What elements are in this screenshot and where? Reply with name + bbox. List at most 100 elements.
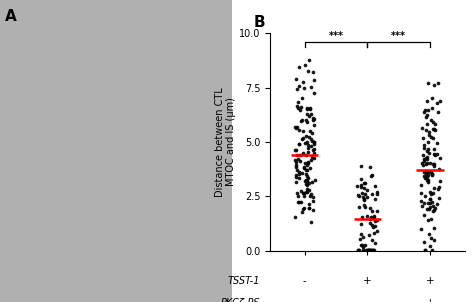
Point bbox=[370, 247, 378, 252]
Point bbox=[366, 220, 374, 225]
Point bbox=[309, 118, 317, 123]
Point bbox=[304, 69, 312, 73]
Point bbox=[428, 172, 436, 177]
Point bbox=[307, 105, 314, 110]
Point bbox=[430, 226, 438, 230]
Point bbox=[423, 160, 431, 165]
Point bbox=[433, 141, 441, 146]
Point bbox=[301, 140, 309, 145]
Point bbox=[355, 192, 362, 197]
Point bbox=[372, 223, 379, 228]
Point bbox=[309, 116, 316, 120]
Point bbox=[430, 185, 438, 190]
Point bbox=[422, 128, 429, 133]
Point bbox=[301, 63, 309, 68]
Point bbox=[428, 247, 436, 252]
Point bbox=[301, 178, 309, 183]
Point bbox=[355, 194, 363, 199]
Point bbox=[424, 201, 431, 206]
Point bbox=[430, 237, 438, 242]
Point bbox=[367, 247, 374, 252]
Point bbox=[293, 191, 301, 196]
Text: -: - bbox=[365, 298, 369, 302]
Point bbox=[420, 169, 428, 174]
Point bbox=[423, 149, 430, 154]
Point bbox=[309, 208, 317, 213]
Point bbox=[303, 120, 310, 124]
Point bbox=[373, 217, 381, 222]
Point bbox=[306, 129, 313, 133]
Text: -: - bbox=[303, 298, 307, 302]
Point bbox=[359, 234, 366, 239]
Text: +: + bbox=[426, 298, 434, 302]
Text: B: B bbox=[254, 15, 265, 30]
Point bbox=[356, 205, 363, 210]
Point bbox=[417, 199, 425, 204]
Text: -: - bbox=[303, 276, 307, 286]
Point bbox=[369, 247, 376, 252]
Point bbox=[419, 153, 427, 157]
Point bbox=[363, 195, 370, 200]
Point bbox=[297, 118, 304, 123]
Point bbox=[425, 231, 433, 236]
Point bbox=[310, 139, 318, 144]
Point bbox=[419, 160, 426, 165]
Point bbox=[363, 214, 371, 218]
Point bbox=[370, 225, 377, 230]
Point bbox=[295, 128, 303, 133]
Point bbox=[360, 197, 368, 202]
Point bbox=[421, 108, 428, 113]
Point bbox=[417, 183, 424, 188]
Point bbox=[365, 233, 373, 238]
Point bbox=[300, 206, 308, 211]
Point bbox=[305, 58, 313, 63]
Point bbox=[434, 186, 442, 191]
Point bbox=[433, 201, 441, 206]
Point bbox=[430, 146, 438, 151]
Point bbox=[296, 158, 304, 163]
Point bbox=[305, 181, 313, 185]
Point bbox=[360, 198, 368, 203]
Point bbox=[425, 139, 432, 144]
Point bbox=[421, 176, 429, 181]
Point bbox=[305, 188, 313, 193]
Point bbox=[430, 161, 438, 166]
Point bbox=[431, 122, 438, 127]
Point bbox=[310, 139, 318, 144]
Point bbox=[362, 205, 369, 210]
Point bbox=[429, 136, 437, 140]
Point bbox=[309, 130, 316, 135]
Point bbox=[299, 206, 307, 211]
Point bbox=[303, 139, 311, 144]
Point bbox=[303, 190, 311, 194]
Point bbox=[430, 83, 438, 88]
Point bbox=[425, 218, 432, 223]
Point bbox=[426, 130, 433, 135]
Point bbox=[362, 192, 369, 197]
Point bbox=[294, 106, 302, 111]
Point bbox=[357, 164, 365, 169]
Point bbox=[370, 231, 377, 236]
Point bbox=[294, 194, 301, 198]
Point bbox=[436, 156, 444, 161]
Point bbox=[292, 147, 299, 152]
Point bbox=[292, 175, 300, 180]
Text: +: + bbox=[363, 276, 372, 286]
Point bbox=[424, 108, 432, 112]
Point bbox=[302, 178, 310, 183]
Point bbox=[295, 84, 302, 88]
Point bbox=[419, 136, 427, 140]
Point bbox=[427, 189, 434, 194]
Point bbox=[303, 111, 311, 116]
Point bbox=[429, 120, 437, 125]
Point bbox=[431, 127, 439, 132]
Point bbox=[310, 116, 318, 121]
Point bbox=[364, 247, 372, 252]
Point bbox=[423, 98, 431, 103]
Point bbox=[364, 247, 372, 252]
Point bbox=[299, 151, 307, 156]
Text: PKCζ-PS: PKCζ-PS bbox=[221, 298, 260, 302]
Point bbox=[429, 161, 437, 166]
Point bbox=[368, 208, 376, 213]
Point bbox=[299, 170, 306, 175]
